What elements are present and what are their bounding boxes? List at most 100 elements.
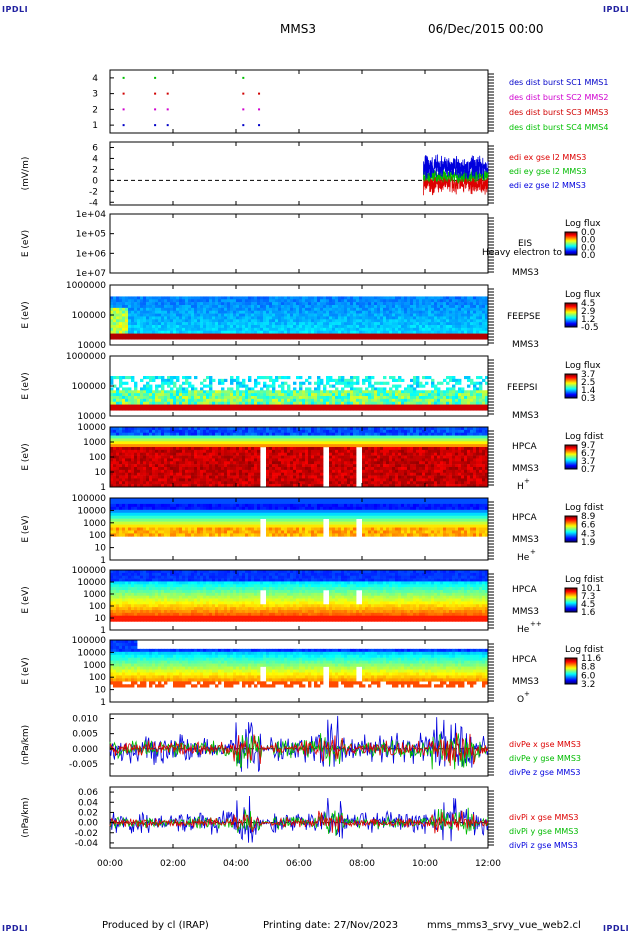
colorbar-title-hpca_hepp: Log fdist xyxy=(565,575,604,585)
colorbar-swatch-hpca_h xyxy=(565,464,577,466)
footer-printing-date: Printing date: 27/Nov/2023 xyxy=(263,920,399,931)
colorbar-swatch-hpca_he xyxy=(565,533,577,535)
colorbar-swatch-hpca_he xyxy=(565,539,577,542)
colorbar-swatch-hpca_h xyxy=(565,467,577,469)
colorbar-swatch-feeps_e xyxy=(565,320,577,322)
burst-series-3 xyxy=(122,92,261,95)
colorbar-swatch-hpca_hepp xyxy=(565,595,577,597)
colorbar-swatch-feeps_i xyxy=(565,384,577,386)
y-tick-label-divpi: 0.06 xyxy=(78,788,98,798)
x-tick-label: 12:00 xyxy=(475,859,501,869)
spectrogram-hpca_hepp xyxy=(110,570,489,622)
colorbar-swatch-hpca_hepp xyxy=(565,601,577,603)
y-tick-label-hpca_he: 1000 xyxy=(83,519,106,529)
colorbar-swatch-feeps_e xyxy=(565,304,577,306)
y-tick-label-hpca_o: 10000 xyxy=(77,648,106,658)
y-tick-label-burst: 2 xyxy=(92,105,98,115)
y-tick-label-feeps_i: 10000 xyxy=(77,412,106,422)
species-label-hpca_hepp: He xyxy=(517,625,530,635)
series-line-divpe-0 xyxy=(109,732,489,766)
spectrogram-hpca_o xyxy=(110,640,489,688)
y-axis-label-eis: E (eV) xyxy=(21,230,31,257)
colorbar-frame-eis xyxy=(564,231,578,256)
burst-mark xyxy=(258,108,261,111)
colorbar-title-feeps_e: Log flux xyxy=(565,290,601,300)
colorbar-swatch-hpca_hepp xyxy=(565,592,577,594)
colorbar-swatch-hpca_hepp xyxy=(565,594,577,596)
colorbar-tick-hpca_o: 6.0 xyxy=(581,671,596,681)
colorbar-swatch-feeps_i xyxy=(565,390,577,392)
colorbar-swatch-feeps_i xyxy=(565,391,577,393)
colorbar-swatch-eis xyxy=(565,239,577,242)
species-label-hpca_he: He xyxy=(517,553,530,563)
colorbar-swatch-hpca_h xyxy=(565,458,577,460)
colorbar-swatch-hpca_o xyxy=(565,662,577,664)
colorbar-swatch-hpca_he xyxy=(565,523,577,526)
colorbar-tick-eis: 0.0 xyxy=(581,228,596,238)
x-tick-label: 06:00 xyxy=(286,859,312,869)
colorbar-swatch-hpca_o xyxy=(565,675,577,677)
colorbar-swatch-feeps_e xyxy=(565,319,577,321)
colorbar-swatch-feeps_i xyxy=(565,379,577,381)
instrument-label-hpca_hepp: HPCA xyxy=(512,585,537,595)
y-axis-label-hpca_he: E (eV) xyxy=(21,515,31,542)
burst-mark xyxy=(122,76,125,79)
y-tick-label-edi_e: 2 xyxy=(92,165,98,175)
y-tick-label-hpca_h: 1000 xyxy=(83,438,106,448)
footer-script-name: mms_mms3_srvy_vue_web2.cl xyxy=(427,920,581,931)
series-line-edi_e-1 xyxy=(423,168,489,184)
colorbar-swatch-hpca_he xyxy=(565,517,577,519)
colorbar-swatch-hpca_hepp xyxy=(565,589,577,591)
legend-entry-burst-4: des dist burst SC4 MMS4 xyxy=(509,123,608,132)
spectrogram-feeps_e xyxy=(110,296,489,340)
panel-note-eis: Heavy electron to xyxy=(482,248,562,258)
colorbar-swatch-hpca_hepp xyxy=(565,597,577,599)
colorbar-swatch-feeps_e xyxy=(565,303,577,305)
colorbar-swatch-eis xyxy=(565,252,577,254)
legend-entry-divpi-2: divPi z gse MMS3 xyxy=(509,841,578,850)
y-tick-label-hpca_o: 1000 xyxy=(83,661,106,671)
colorbar-swatch-hpca_o xyxy=(565,681,577,684)
legend-entry-edi_e-1: edi ey gse l2 MMS3 xyxy=(509,167,587,176)
colorbar-swatch-hpca_hepp xyxy=(565,591,577,593)
colorbar-swatch-hpca_hepp xyxy=(565,603,577,605)
colorbar-swatch-eis xyxy=(565,234,577,237)
series-line-divpe-2 xyxy=(109,715,489,772)
series-line-edi_e-2 xyxy=(423,154,489,181)
colorbar-frame-hpca_hepp xyxy=(564,587,578,613)
colorbar-swatch-eis xyxy=(565,242,577,244)
colorbar-tick-feeps_i: 1.4 xyxy=(581,386,596,396)
y-tick-label-hpca_o: 10 xyxy=(95,686,107,696)
colorbar-swatch-feeps_i xyxy=(565,376,577,378)
spacecraft-label-hpca_hepp: MMS3 xyxy=(512,607,539,617)
y-tick-label-edi_e: -4 xyxy=(89,198,98,208)
y-tick-label-edi_e: -2 xyxy=(89,187,98,197)
legend-entry-burst-3: des dist burst SC3 MMS3 xyxy=(509,108,608,117)
colorbar-tick-feeps_e: 2.9 xyxy=(581,307,596,317)
colorbar-swatch-hpca_o xyxy=(565,660,577,662)
colorbar-swatch-feeps_e xyxy=(565,306,577,308)
colorbar-swatch-hpca_o xyxy=(565,661,577,663)
colorbar-swatch-feeps_i xyxy=(565,393,577,395)
y-tick-label-hpca_h: 10 xyxy=(95,468,107,478)
colorbar-tick-feeps_e: 4.5 xyxy=(581,299,595,309)
colorbar-swatch-hpca_hepp xyxy=(565,605,577,607)
burst-mark xyxy=(242,124,245,127)
colorbar-tick-eis: 0.0 xyxy=(581,251,596,261)
legend-entry-edi_e-2: edi ez gse l2 MMS3 xyxy=(509,181,586,190)
colorbar-tick-eis: 0.0 xyxy=(581,243,596,253)
y-axis-label-edi_e: (mV/m) xyxy=(21,157,31,191)
colorbar-swatch-feeps_i xyxy=(565,395,577,397)
species-label-hpca_h: H xyxy=(517,482,524,492)
burst-mark xyxy=(154,92,157,95)
y-tick-label-feeps_i: 100000 xyxy=(72,382,107,392)
colorbar-swatch-hpca_he xyxy=(565,529,577,531)
y-tick-label-burst: 1 xyxy=(92,121,98,131)
colorbar-swatch-feeps_i xyxy=(565,375,577,377)
colorbar-tick-hpca_hepp: 1.6 xyxy=(581,608,596,618)
colorbar-tick-hpca_he: 6.6 xyxy=(581,521,596,531)
colorbar-swatch-hpca_hepp xyxy=(565,590,577,592)
spectrogram-hpca_he xyxy=(110,498,489,537)
y-tick-label-hpca_he: 1 xyxy=(100,556,106,566)
y-tick-label-hpca_h: 100 xyxy=(89,453,106,463)
